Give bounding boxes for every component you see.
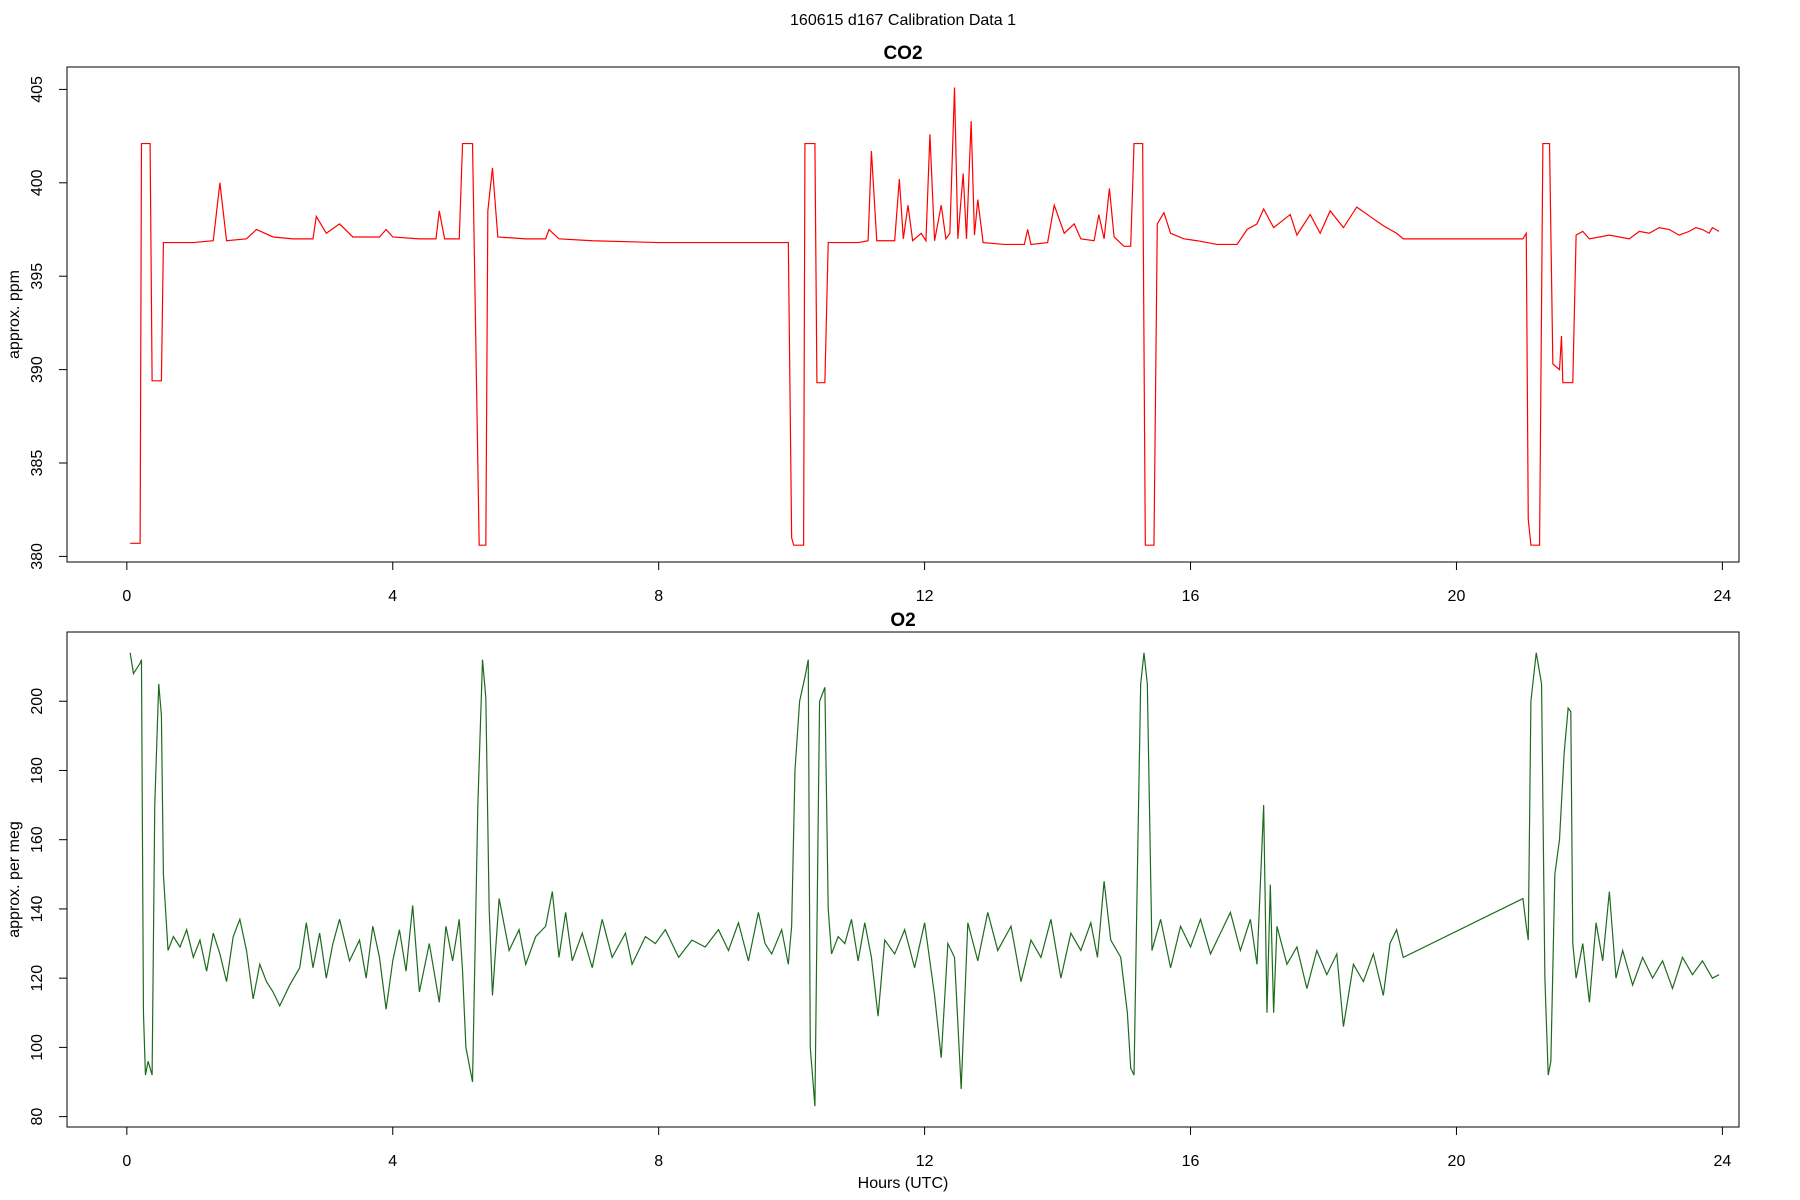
x-tick-label: 24 (1713, 1153, 1731, 1170)
data-line (130, 87, 1720, 546)
y-tick-label: 385 (29, 450, 46, 477)
y-tick-label: 160 (29, 826, 46, 853)
panel-title: O2 (890, 610, 915, 631)
y-tick-label: 405 (29, 76, 46, 103)
x-axis-label: Hours (UTC) (858, 1175, 949, 1192)
x-tick-label: 0 (122, 588, 131, 605)
x-tick-label: 24 (1713, 588, 1731, 605)
x-tick-label: 12 (916, 1153, 934, 1170)
x-tick-label: 20 (1448, 588, 1466, 605)
y-tick-label: 140 (29, 895, 46, 922)
x-tick-label: 4 (388, 1153, 397, 1170)
y-tick-label: 120 (29, 965, 46, 992)
x-tick-label: 4 (388, 588, 397, 605)
y-tick-label: 180 (29, 757, 46, 784)
y-axis-label: approx. per meg (6, 821, 23, 938)
y-axis-label: approx. ppm (6, 270, 23, 359)
x-tick-label: 16 (1182, 1153, 1200, 1170)
x-tick-label: 8 (654, 1153, 663, 1170)
x-tick-label: 0 (122, 1153, 131, 1170)
x-tick-label: 20 (1448, 1153, 1466, 1170)
y-tick-label: 100 (29, 1034, 46, 1061)
y-tick-label: 390 (29, 356, 46, 383)
x-tick-label: 8 (654, 588, 663, 605)
x-tick-label: 12 (916, 588, 934, 605)
y-tick-label: 400 (29, 169, 46, 196)
data-line (129, 652, 1720, 1107)
y-tick-label: 80 (29, 1108, 46, 1126)
y-tick-label: 395 (29, 263, 46, 290)
panel-title: CO2 (883, 43, 922, 64)
x-tick-label: 16 (1182, 588, 1200, 605)
y-tick-label: 380 (29, 543, 46, 570)
y-tick-label: 200 (29, 688, 46, 715)
figure-title: 160615 d167 Calibration Data 1 (790, 12, 1016, 29)
